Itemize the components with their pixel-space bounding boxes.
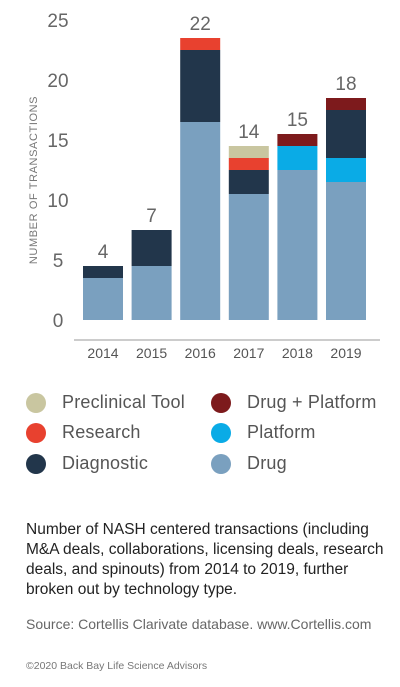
total-label-2017: 14 — [238, 122, 260, 143]
bar-segment-platform-2019 — [326, 158, 366, 182]
bar-segment-diagnostic-2014 — [83, 266, 123, 278]
bar-segment-diagnostic-2017 — [228, 170, 269, 194]
chart-caption: Number of NASH centered transactions (in… — [26, 521, 384, 598]
y-tick-label: 15 — [47, 131, 68, 152]
x-tick-label: 2019 — [330, 345, 361, 361]
y-tick-label: 0 — [53, 311, 64, 332]
bars-group — [83, 38, 366, 320]
legend-label: Drug — [247, 453, 287, 473]
legend-label: Preclinical Tool — [62, 392, 185, 412]
bar-segment-research-2016 — [180, 38, 221, 50]
legend-swatch — [26, 422, 46, 443]
bar-segment-diagnostic-2019 — [326, 110, 366, 158]
bar-segment-drug-2016 — [180, 122, 221, 320]
legend-label: Drug + Platform — [247, 392, 377, 412]
legend-item-drug-platform: Drug + Platform — [211, 392, 377, 413]
legend-swatch — [211, 422, 231, 443]
bar-segment-drug-2019 — [326, 182, 366, 320]
legend-item-research: Research — [26, 422, 141, 443]
bar-segment-platform-2018 — [277, 146, 318, 170]
legend-item-diagnostic: Diagnostic — [26, 453, 148, 474]
bar-segment-drug-platform-2018 — [277, 134, 318, 146]
x-tick-label: 2014 — [87, 345, 118, 361]
bar-segment-research-2017 — [228, 158, 269, 170]
bar-segment-drug-2017 — [228, 194, 269, 320]
bar-segment-drug-platform-2019 — [326, 98, 366, 110]
y-tick-label: 10 — [47, 191, 68, 212]
y-axis-title: NUMBER OF TRANSACTIONS — [28, 96, 40, 264]
bar-segment-drug-2015 — [131, 266, 172, 320]
bar-segment-drug-2018 — [277, 170, 318, 320]
x-tick-label: 2016 — [185, 345, 216, 361]
y-axis-ticks: 0 5 10 15 20 25 — [47, 11, 68, 332]
legend-item-drug: Drug — [211, 453, 287, 474]
x-tick-label: 2015 — [136, 345, 167, 361]
legend-label: Diagnostic — [62, 453, 149, 473]
source-note: Source: Cortellis Clarivate database. ww… — [26, 616, 372, 632]
legend-item-platform: Platform — [211, 422, 316, 443]
legend-label: Platform — [247, 422, 316, 442]
legend-swatch — [211, 453, 231, 474]
legend-swatch — [26, 453, 46, 474]
y-tick-label: 5 — [53, 251, 64, 272]
bar-segment-preclinical-tool-2017 — [228, 146, 269, 158]
legend-label: Research — [62, 422, 141, 442]
x-axis-ticks: 2014 2015 2016 2017 2018 2019 — [87, 345, 361, 361]
legend-item-preclinical-tool: Preclinical Tool — [26, 392, 185, 413]
total-label-2014: 4 — [98, 242, 109, 263]
y-tick-label: 20 — [47, 71, 68, 92]
total-label-2018: 15 — [287, 110, 308, 131]
x-tick-label: 2017 — [233, 345, 264, 361]
legend-swatch — [26, 392, 46, 413]
total-label-2016: 22 — [190, 14, 211, 35]
copyright-note: ©2020 Back Bay Life Science Advisors — [26, 660, 208, 672]
bar-segment-diagnostic-2015 — [131, 230, 172, 266]
bar-segment-drug-2014 — [83, 278, 123, 320]
legend-swatch — [211, 392, 231, 413]
bar-segment-diagnostic-2016 — [180, 50, 221, 122]
total-label-2019: 18 — [335, 74, 356, 95]
x-tick-label: 2018 — [282, 345, 313, 361]
total-label-2015: 7 — [146, 206, 157, 227]
total-labels: 4 7 22 14 15 18 — [98, 14, 357, 263]
y-tick-label: 25 — [47, 11, 68, 32]
